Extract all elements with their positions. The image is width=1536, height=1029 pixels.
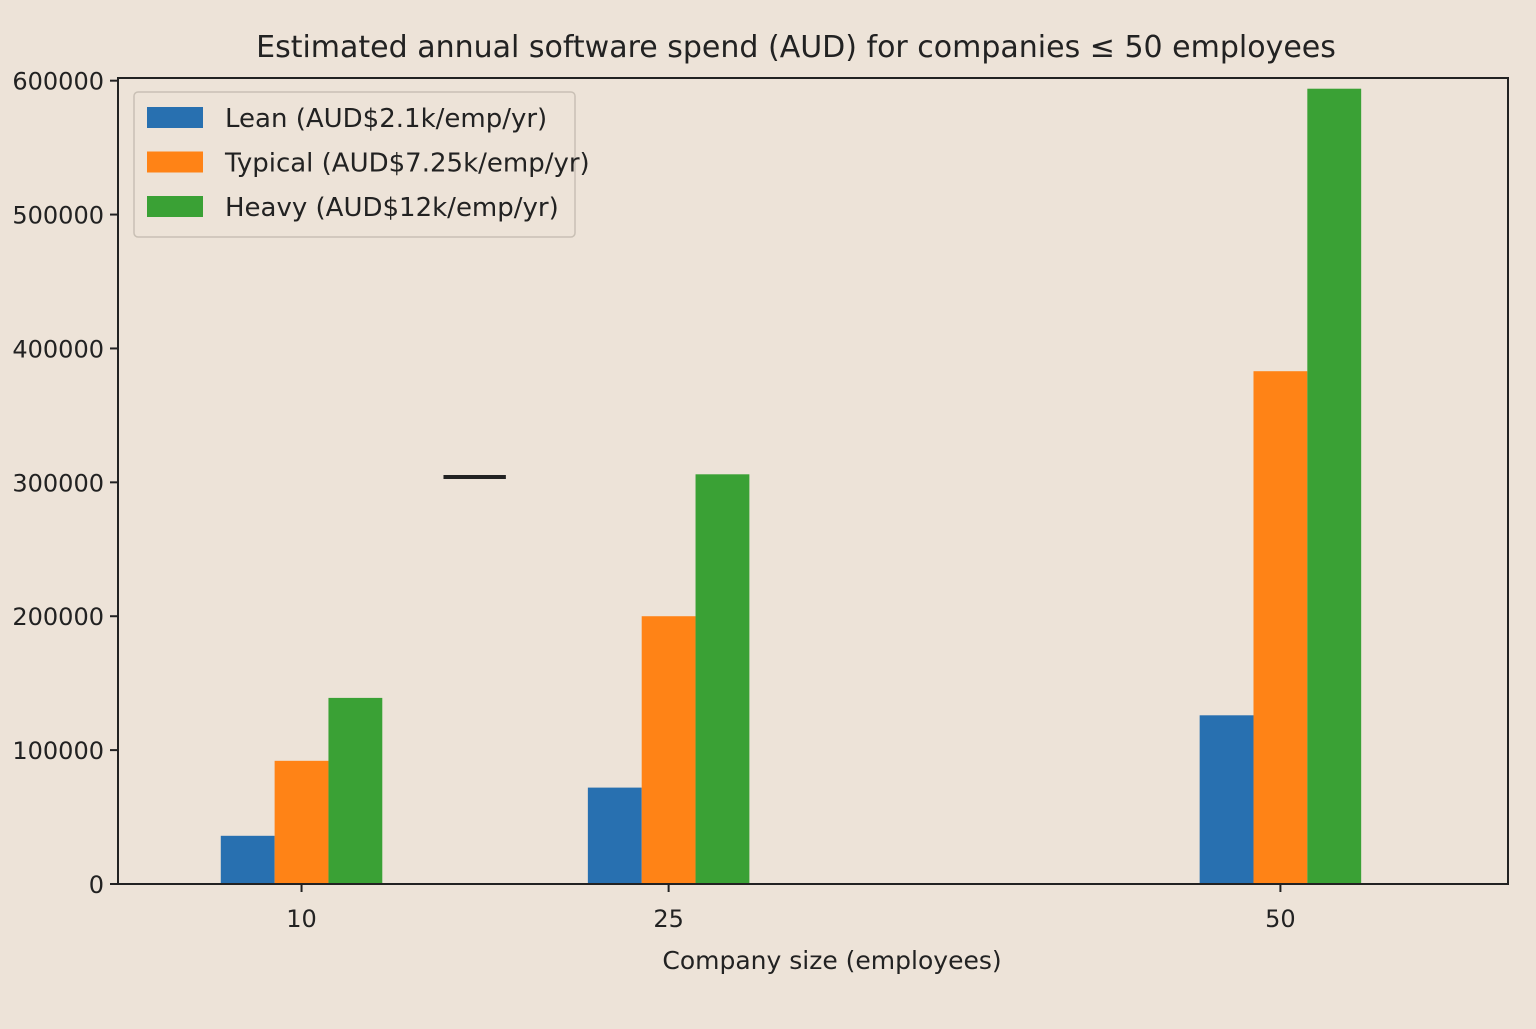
x-tick-label-25: 25 [653, 905, 684, 933]
legend: Lean (AUD$2.1k/emp/yr) Typical (AUD$7.25k… [133, 91, 590, 238]
plot-frame [117, 77, 1509, 885]
bar-heavy-10 [328, 697, 383, 884]
legend-swatch-lean [147, 107, 203, 128]
bar-heavy-50 [1307, 88, 1362, 885]
bar-heavy-25 [695, 474, 750, 884]
legend-label-lean: Lean (AUD$2.1k/emp/yr) [225, 104, 547, 134]
y-tick-label-100000: 100000 [12, 737, 104, 765]
bar-typical-50 [1253, 371, 1308, 884]
bar-lean-25 [587, 787, 642, 884]
legend-swatch-typical [147, 151, 203, 173]
chart-title: Estimated annual software spend (AUD) fo… [256, 30, 1336, 65]
bar-typical-25 [641, 616, 696, 884]
y-tick-label-500000: 500000 [12, 202, 104, 230]
x-axis-label: Company size (employees) [662, 946, 1001, 975]
legend-label-typical: Typical (AUD$7.25k/emp/yr) [224, 149, 590, 179]
legend-items: Lean (AUD$2.1k/emp/yr) Typical (AUD$7.25k… [147, 104, 590, 223]
legend-box [133, 91, 576, 238]
y-tick-label-300000: 300000 [12, 469, 104, 497]
y-tick-label-200000: 200000 [12, 603, 104, 631]
bar-lean-10 [220, 835, 275, 884]
bar-lean-50 [1199, 715, 1254, 884]
bar-typical-10 [274, 760, 329, 884]
y-tick-label-400000: 400000 [12, 335, 104, 363]
x-tick-label-10: 10 [286, 905, 317, 933]
x-axis: 10 25 50 [286, 884, 1296, 933]
legend-label-heavy: Heavy (AUD$12k/emp/yr) [225, 193, 559, 223]
bars-layer [220, 88, 1362, 885]
legend-swatch-heavy [147, 196, 203, 217]
y-tick-label-600000: 600000 [12, 68, 104, 96]
y-tick-label-0: 0 [89, 871, 104, 899]
y-axis: 0 100000 200000 300000 400000 500000 600000 [12, 68, 118, 899]
x-tick-label-50: 50 [1265, 905, 1296, 933]
